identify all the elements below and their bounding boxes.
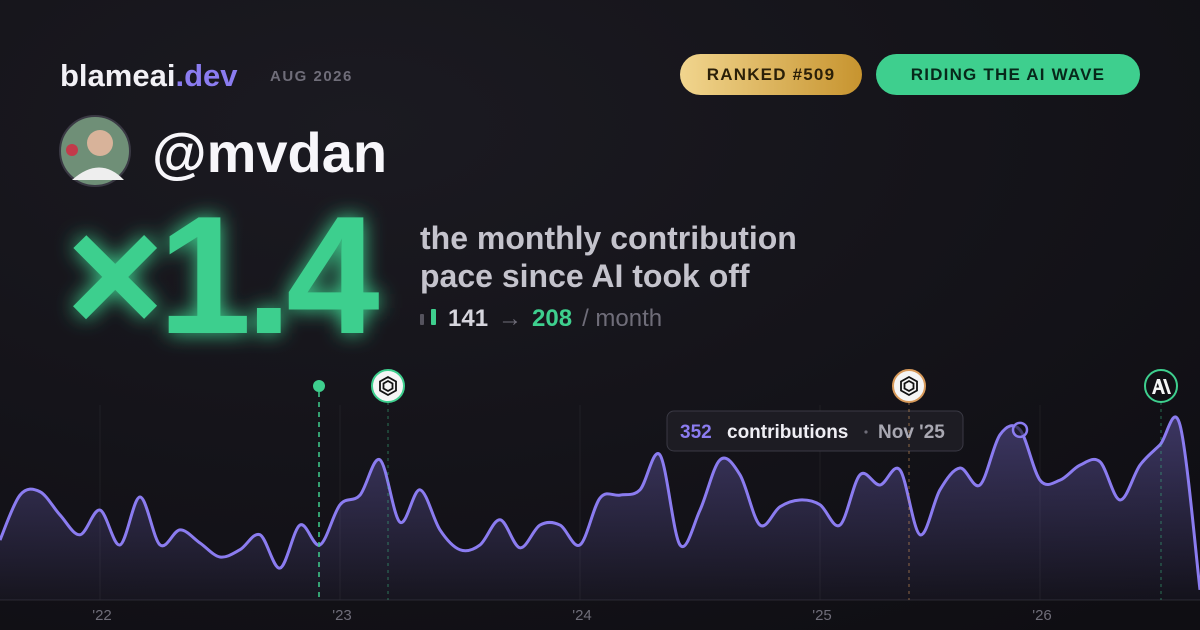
tooltip-separator (864, 430, 868, 434)
event-dot (313, 380, 325, 392)
pace-unit: / month (582, 305, 662, 332)
x-tick-label: '23 (332, 607, 352, 624)
rank-badge (680, 54, 862, 95)
pace: 141 → 208 / month (448, 305, 662, 332)
event-logo (379, 375, 397, 397)
event-icon (371, 369, 405, 403)
event-logo (900, 375, 918, 397)
pace-to: 208 (532, 305, 572, 332)
tooltip-value: 352 (680, 422, 712, 443)
x-tick-label: '25 (812, 607, 832, 624)
avatar-face (87, 130, 113, 156)
line (0, 415, 1200, 591)
caption-line: pace since AI took off (420, 258, 750, 294)
handle: @mvdan (152, 121, 387, 184)
x-tick-label: '26 (1032, 607, 1052, 624)
pace-arrow: → (498, 305, 522, 332)
avatar-flower (66, 144, 78, 156)
avatar-shirt (72, 167, 124, 180)
brand: blameai.dev (60, 58, 238, 93)
event-icon (892, 369, 926, 403)
x-tick-label: '22 (92, 607, 112, 624)
tooltip-date: Nov '25 (878, 422, 945, 443)
brand-name: blameai (60, 58, 175, 93)
pace-icon-before (420, 314, 424, 325)
tooltip-label: contributions (727, 422, 848, 443)
tooltip (666, 410, 964, 452)
caption-line: the monthly contribution (420, 220, 797, 256)
x-tick-label: '24 (572, 607, 592, 624)
pace-icon-after (431, 309, 436, 325)
wave-badge-text: RIDING THE AI WAVE (911, 65, 1105, 84)
multiplier: ×1.4 (66, 181, 379, 369)
wave-badge (876, 54, 1140, 95)
event-logo (1152, 379, 1171, 394)
period: AUG 2026 (270, 68, 353, 85)
pace-from: 141 (448, 305, 488, 332)
area (0, 416, 1200, 600)
hover-point (1011, 421, 1029, 439)
rank-badge-text: RANKED #509 (707, 65, 835, 84)
chart: '22 '23 '24 '25 '26 352 contributions Nov '25 (0, 405, 1200, 624)
brand-tld: .dev (175, 58, 238, 93)
